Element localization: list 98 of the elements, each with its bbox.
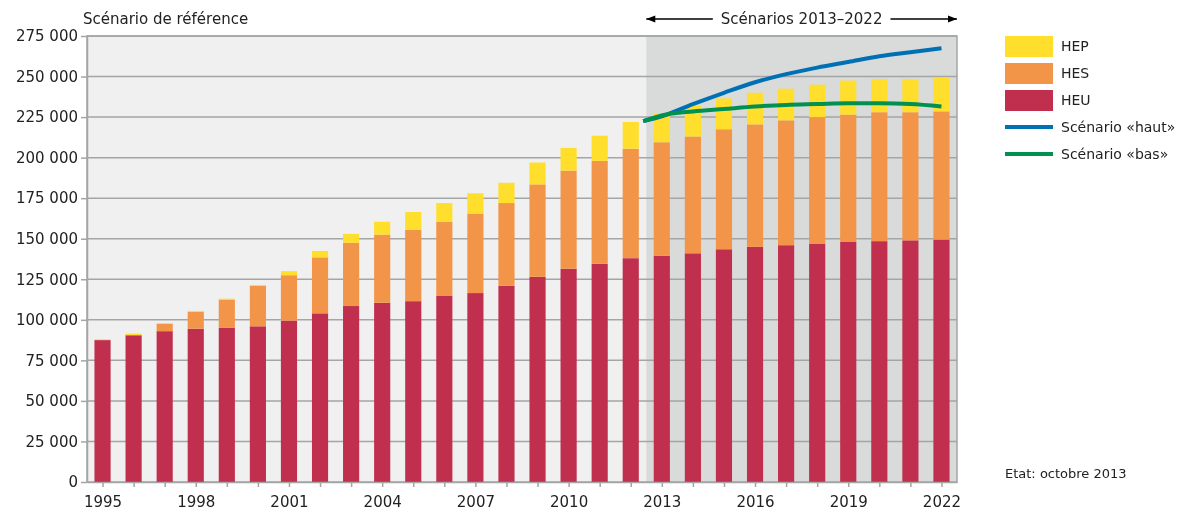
y-tick-label: 125 000	[15, 270, 78, 289]
bar	[591, 160, 608, 264]
x-tick-label: 1995	[83, 492, 123, 511]
bar	[684, 253, 701, 482]
bar	[529, 184, 546, 277]
x-tick-label: 2007	[456, 492, 495, 511]
x-tick-label: 2022	[922, 492, 962, 511]
bar	[187, 311, 204, 329]
bar	[467, 213, 484, 294]
bar	[933, 111, 950, 240]
bar	[156, 331, 173, 482]
y-tick-label: 225 000	[15, 108, 78, 127]
bar	[560, 268, 577, 482]
bar	[311, 313, 329, 482]
bar	[374, 221, 391, 235]
bar	[684, 136, 701, 254]
bar	[187, 328, 204, 482]
bar	[156, 323, 173, 332]
bar	[902, 112, 919, 241]
x-tick-label: 2013	[643, 492, 682, 511]
bar	[933, 77, 950, 112]
bar	[280, 275, 298, 321]
bar	[498, 285, 515, 482]
y-tick-label: 150 000	[15, 230, 78, 249]
bar	[871, 112, 888, 242]
bar	[374, 234, 391, 303]
y-tick-label: 250 000	[15, 67, 78, 86]
legend-label: HES	[1061, 65, 1090, 81]
bar	[280, 271, 298, 276]
bar	[343, 306, 360, 482]
bar	[436, 295, 453, 482]
bar	[280, 320, 298, 482]
bar	[560, 170, 577, 269]
legend-label: Scénario «bas»	[1061, 146, 1169, 162]
bar	[715, 129, 733, 250]
bar	[343, 242, 360, 307]
bar	[778, 245, 795, 482]
y-tick-label: 100 000	[15, 311, 78, 330]
bar	[498, 203, 515, 286]
y-tick-label: 75 000	[25, 351, 78, 370]
text: Etat: octobre 2013	[1005, 466, 1127, 481]
bar	[560, 147, 577, 171]
bar	[218, 299, 235, 328]
bar	[343, 233, 360, 243]
y-tick-label: 25 000	[25, 432, 78, 451]
y-tick-label: 200 000	[15, 148, 78, 167]
bar	[311, 257, 329, 314]
x-tick-label: 2001	[270, 492, 309, 511]
bar	[653, 142, 670, 256]
bar	[591, 263, 608, 482]
bar	[467, 193, 484, 214]
bar	[778, 120, 795, 246]
bar	[871, 241, 888, 482]
x-tick-label: 2010	[550, 492, 589, 511]
legend-label: Scénario «haut»	[1061, 119, 1176, 135]
bar	[311, 250, 329, 258]
bar	[809, 117, 826, 244]
bar	[933, 239, 950, 482]
bar	[467, 293, 484, 482]
x-tick-label: 2016	[736, 492, 775, 511]
bar	[529, 162, 546, 185]
bar	[94, 340, 111, 482]
y-tick-label: 0	[68, 473, 78, 492]
x-tick-label: 2019	[829, 492, 868, 511]
bar	[218, 327, 235, 482]
bar	[809, 243, 826, 482]
x-tick-label: 2004	[363, 492, 402, 511]
bar	[715, 249, 733, 482]
x-tick-label: 1998	[177, 492, 216, 511]
bar	[746, 246, 764, 482]
bar	[622, 121, 639, 149]
legend-label: HEP	[1061, 38, 1089, 54]
bar	[498, 182, 515, 204]
bar	[840, 241, 857, 482]
bar	[405, 301, 422, 482]
legend-label: HEU	[1061, 92, 1091, 108]
bar	[249, 285, 266, 327]
bar	[125, 335, 142, 482]
bar	[436, 221, 453, 296]
bar	[840, 114, 857, 242]
bar	[622, 148, 639, 259]
bar	[902, 240, 919, 482]
bar	[405, 229, 422, 302]
bar	[591, 135, 608, 161]
y-tick-label: 175 000	[15, 189, 78, 208]
band-label: Scénarios 2013–2022	[720, 10, 883, 28]
bar	[436, 203, 453, 222]
bar	[653, 255, 670, 482]
line-series	[641, 101, 944, 124]
bar	[405, 211, 422, 230]
bar	[746, 124, 764, 247]
bar	[249, 326, 266, 482]
text: Scénario de référence	[83, 10, 249, 28]
y-tick-label: 50 000	[25, 392, 78, 411]
y-tick-label: 275 000	[15, 27, 78, 46]
bar	[622, 258, 639, 482]
bar	[529, 276, 546, 482]
bar	[374, 302, 391, 482]
